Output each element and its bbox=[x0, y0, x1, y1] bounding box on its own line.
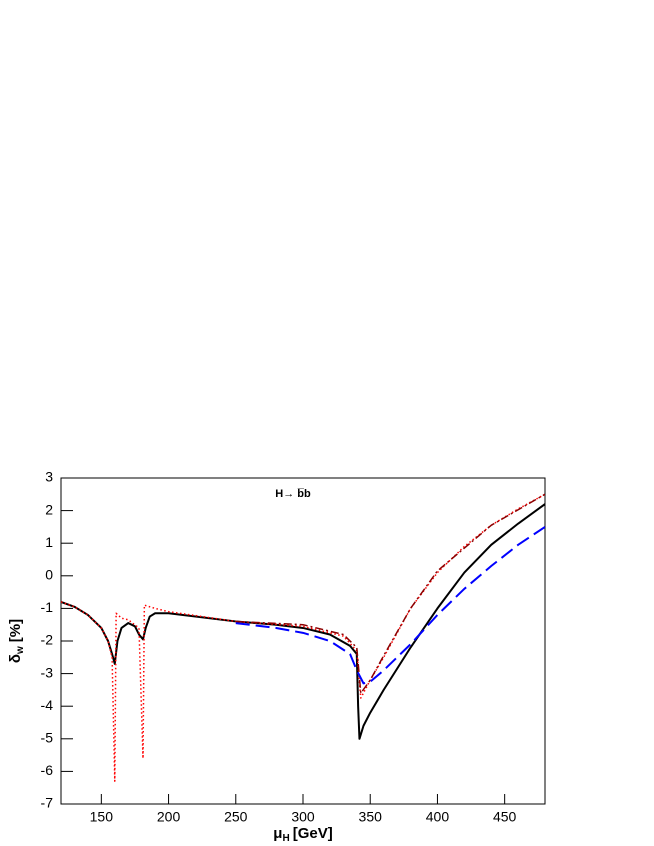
x-tick-label: 400 bbox=[426, 809, 450, 825]
chart-title: H→ b̅b bbox=[275, 488, 311, 500]
x-tick-label: 200 bbox=[157, 809, 181, 825]
series-line bbox=[235, 493, 545, 694]
x-tick-label: 150 bbox=[90, 809, 114, 825]
y-tick-label: -7 bbox=[41, 795, 54, 811]
plot-frame bbox=[60, 477, 546, 805]
y-tick-label: 3 bbox=[45, 469, 53, 485]
y-label-unit: [%] bbox=[7, 619, 24, 642]
x-label-unit: [GeV] bbox=[293, 825, 333, 842]
series-line bbox=[61, 503, 545, 740]
y-label-symbol: δ bbox=[7, 654, 24, 663]
y-tick-label: 2 bbox=[45, 501, 53, 517]
y-tick-label: -2 bbox=[41, 632, 54, 648]
x-axis-label: μH [GeV] bbox=[273, 825, 332, 844]
series-line bbox=[61, 493, 545, 782]
x-label-sub: H bbox=[282, 833, 289, 844]
y-tick-label: -5 bbox=[41, 730, 54, 746]
y-tick-label: -1 bbox=[41, 599, 54, 615]
series-line bbox=[235, 526, 545, 685]
y-tick-label: 1 bbox=[45, 534, 53, 550]
y-tick-label: 0 bbox=[45, 567, 53, 583]
y-tick-label: -3 bbox=[41, 664, 54, 680]
y-tick-label: -6 bbox=[41, 762, 54, 778]
x-tick-label: 350 bbox=[359, 809, 383, 825]
x-tick-label: 300 bbox=[291, 809, 315, 825]
y-axis-label: δw [%] bbox=[7, 619, 26, 663]
x-label-symbol: μ bbox=[273, 825, 282, 842]
y-tick-label: -4 bbox=[41, 697, 54, 713]
x-tick-label: 450 bbox=[493, 809, 517, 825]
x-tick-label: 250 bbox=[224, 809, 248, 825]
y-label-sub: w bbox=[15, 646, 26, 655]
